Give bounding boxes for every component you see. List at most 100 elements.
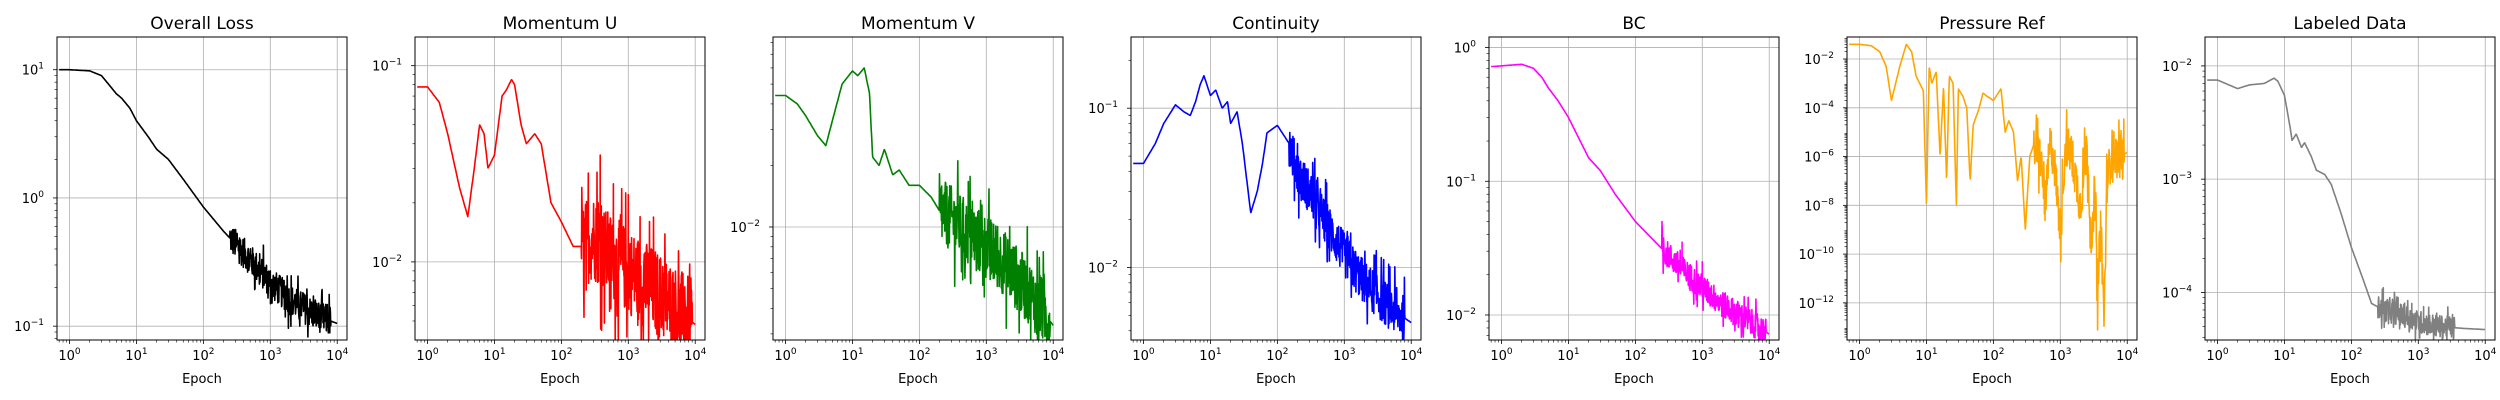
y-tick-label: 10−1 [372, 58, 402, 75]
series-line [1490, 63, 1770, 340]
grid [1489, 37, 1779, 340]
x-axis-label: Epoch [182, 372, 222, 387]
x-tick-label: 102 [192, 347, 214, 364]
x-tick-label: 103 [2049, 347, 2071, 364]
y-tick-label: 10−3 [2162, 171, 2192, 188]
panel-1: 100 101 102 103 104 10−1 100 101 Overall Loss Epo… [14, 14, 348, 387]
chart-title: Pressure Ref [1939, 14, 2046, 34]
y-tick-label: 10−2 [1088, 259, 1118, 276]
y-tick-label: 100 [22, 190, 45, 207]
x-axis-label: Epoch [1256, 372, 1296, 387]
y-tick-label: 10−1 [1446, 173, 1476, 190]
x-tick-label: 103 [1691, 347, 1713, 364]
y-tick-label: 10−1 [14, 318, 44, 335]
x-tick-label: 104 [1400, 347, 1423, 364]
axes-frame [414, 36, 706, 341]
series-line [58, 68, 338, 338]
y-tick-label: 10−8 [1804, 197, 1834, 214]
chart-title: Momentum V [861, 14, 975, 34]
x-tick-label: 101 [1915, 347, 1937, 364]
x-tick-label: 100 [1132, 347, 1155, 364]
chart-title: Overall Loss [150, 14, 254, 34]
chart-title: Labeled Data [2293, 14, 2406, 34]
y-tick-label: 10−2 [2162, 58, 2192, 75]
x-tick-label: 100 [416, 347, 439, 364]
y-tick-label: 10−1 [1088, 100, 1118, 117]
x-tick-label: 100 [1490, 347, 1513, 364]
y-tick-label: 10−2 [1804, 51, 1834, 68]
x-axis-label: Epoch [1972, 372, 2012, 387]
grid [1847, 37, 2137, 340]
panel-6: 100 101 102 103 104 10−12 10−10 10−8 10−6 10−4 10−… [1798, 14, 2138, 387]
x-tick-label: 104 [1042, 347, 1065, 364]
x-axis-label: Epoch [898, 372, 938, 387]
x-tick-label: 103 [617, 347, 639, 364]
minor-ticks [770, 42, 1051, 343]
series-line [1132, 75, 1412, 340]
x-tick-label: 102 [1266, 347, 1288, 364]
series-line [416, 79, 696, 340]
x-tick-label: 102 [1624, 347, 1646, 364]
y-tick-label: 10−4 [1804, 100, 1834, 117]
panel-7: 100 101 102 103 104 10−4 10−3 10−2 Labeled Data E… [2162, 14, 2496, 387]
x-tick-label: 102 [1982, 347, 2004, 364]
x-tick-label: 102 [908, 347, 930, 364]
x-tick-label: 101 [483, 347, 505, 364]
y-tick-label: 10−6 [1804, 149, 1834, 166]
x-tick-label: 104 [684, 347, 707, 364]
y-tick-label: 10−12 [1798, 295, 1834, 312]
series-line [1848, 43, 2128, 331]
y-tick-label: 101 [22, 62, 44, 79]
x-tick-label: 102 [550, 347, 572, 364]
x-tick-label: 101 [841, 347, 863, 364]
axes-frame [1130, 36, 1422, 341]
y-tick-label: 10−2 [730, 219, 760, 236]
x-tick-label: 103 [1333, 347, 1355, 364]
x-tick-label: 100 [1848, 347, 1871, 364]
x-tick-label: 104 [2474, 347, 2497, 364]
x-tick-label: 101 [2273, 347, 2295, 364]
y-tick-label: 10−2 [1446, 307, 1476, 324]
axes-frame [772, 36, 1064, 341]
x-tick-label: 104 [2116, 347, 2139, 364]
x-axis-label: Epoch [1614, 372, 1654, 387]
chart-title: Momentum U [503, 14, 618, 34]
x-axis-label: Epoch [2330, 372, 2370, 387]
series-line [2206, 77, 2486, 340]
minor-ticks [412, 74, 693, 343]
x-tick-label: 103 [975, 347, 997, 364]
axes-frame [1846, 36, 2138, 341]
grid [2205, 37, 2495, 340]
axes-frame [2204, 36, 2496, 341]
x-tick-label: 104 [326, 347, 349, 364]
x-tick-label: 103 [259, 347, 281, 364]
grid [57, 37, 347, 340]
x-tick-label: 104 [1758, 347, 1781, 364]
x-tick-label: 101 [1199, 347, 1221, 364]
x-axis-label: Epoch [540, 372, 580, 387]
axes-frame [1488, 36, 1780, 341]
x-tick-label: 103 [2407, 347, 2429, 364]
x-tick-label: 100 [774, 347, 797, 364]
x-tick-label: 101 [125, 347, 147, 364]
x-tick-label: 100 [2206, 347, 2229, 364]
x-tick-label: 101 [1557, 347, 1579, 364]
axes-frame [56, 36, 348, 341]
y-tick-label: 10−4 [2162, 284, 2192, 301]
y-tick-label: 10−2 [372, 254, 402, 271]
x-tick-label: 100 [58, 347, 81, 364]
panel-5: 100 101 102 103 104 10−2 10−1 100 BC Epoch [1446, 14, 1780, 387]
grid [773, 37, 1063, 340]
panel-3: 100 101 102 103 104 10−2 Momentum V Epoch [730, 14, 1064, 387]
grid [415, 37, 705, 340]
y-tick-label: 10−10 [1798, 246, 1834, 263]
chart-title: BC [1622, 14, 1645, 34]
chart-title: Continuity [1232, 14, 1319, 34]
panel-4: 100 101 102 103 104 10−2 10−1 Continuity Epoch [1088, 14, 1422, 387]
panel-2: 100 101 102 103 104 10−2 10−1 Momentum U Epoch [372, 14, 706, 387]
minor-ticks [2202, 70, 2483, 343]
series-line [774, 67, 1054, 340]
x-tick-label: 102 [2340, 347, 2362, 364]
y-tick-label: 100 [1454, 40, 1477, 57]
